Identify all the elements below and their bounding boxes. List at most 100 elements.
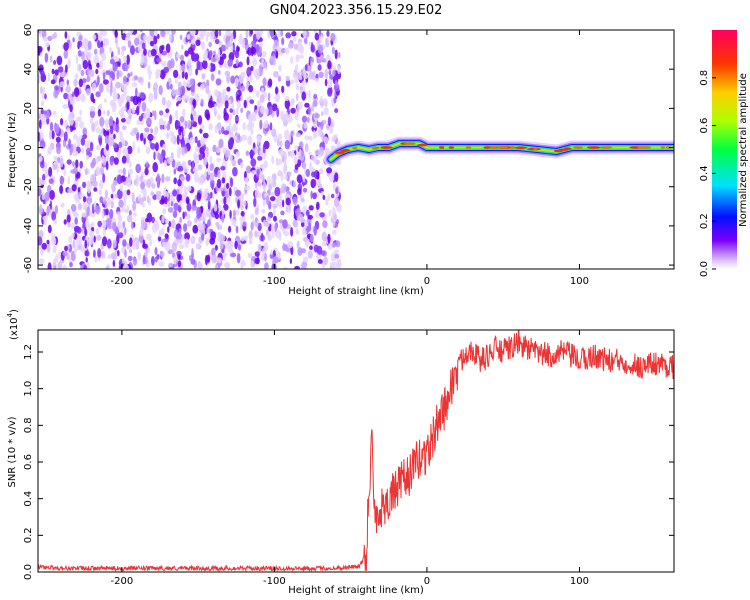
noise-speckle — [148, 51, 151, 57]
noise-speckle — [247, 135, 253, 146]
noise-speckle — [260, 232, 264, 242]
snr-x-axis-label: Height of straight line (km) — [288, 585, 424, 596]
noise-speckle — [171, 242, 177, 252]
noise-speckle — [186, 202, 192, 212]
noise-speckle — [303, 37, 308, 44]
noise-speckle — [158, 261, 165, 267]
noise-speckle — [298, 54, 304, 59]
noise-speckle — [294, 145, 299, 151]
noise-speckle — [39, 70, 45, 76]
noise-speckle — [313, 93, 318, 100]
noise-speckle — [143, 136, 146, 145]
noise-speckle — [202, 59, 208, 70]
noise-speckle — [88, 55, 91, 61]
noise-speckle — [98, 32, 103, 43]
noise-speckle — [208, 122, 213, 131]
noise-speckle — [87, 69, 93, 76]
noise-speckle — [138, 233, 144, 244]
noise-speckle — [223, 262, 230, 268]
noise-speckle — [110, 194, 114, 199]
noise-speckle — [248, 230, 253, 239]
noise-speckle — [223, 196, 227, 205]
noise-speckle — [122, 75, 127, 84]
noise-speckle — [278, 75, 281, 82]
noise-speckle — [183, 94, 188, 103]
noise-speckle — [119, 131, 123, 140]
noise-speckle — [121, 45, 127, 52]
noise-speckle — [209, 50, 213, 57]
noise-speckle — [183, 80, 186, 88]
noise-speckle — [194, 93, 200, 103]
colorbar-label: Normalized spectral amplitude — [738, 73, 749, 227]
noise-speckle — [48, 178, 54, 184]
noise-speckle — [314, 149, 321, 156]
noise-speckle — [218, 30, 222, 37]
noise-speckle — [66, 127, 71, 134]
noise-speckle — [95, 144, 102, 151]
noise-speckle — [277, 133, 283, 140]
noise-speckle — [126, 54, 130, 65]
noise-speckle — [102, 219, 107, 230]
noise-speckle — [124, 264, 130, 269]
noise-speckle — [308, 70, 313, 80]
noise-speckle — [249, 42, 252, 49]
noise-speckle — [240, 262, 244, 269]
noise-speckle — [302, 187, 308, 193]
noise-speckle — [191, 160, 195, 170]
snr-background — [38, 330, 674, 572]
noise-speckle — [262, 143, 266, 154]
noise-speckle — [135, 87, 138, 98]
snr-x-tick-label: 100 — [570, 576, 589, 587]
noise-speckle — [225, 150, 228, 161]
noise-speckle — [190, 113, 193, 121]
noise-speckle — [87, 40, 92, 51]
spectrogram-y-tick-label: -40 — [23, 218, 34, 234]
noise-speckle — [139, 132, 144, 142]
noise-speckle — [271, 103, 278, 112]
noise-speckle — [301, 91, 307, 101]
noise-speckle — [233, 209, 236, 219]
noise-speckle — [200, 136, 206, 146]
noise-speckle — [73, 134, 78, 140]
noise-speckle — [239, 216, 244, 222]
noise-speckle — [165, 132, 169, 138]
noise-speckle — [277, 169, 283, 177]
noise-speckle — [302, 173, 306, 183]
noise-speckle — [157, 236, 162, 242]
noise-speckle — [243, 99, 247, 109]
noise-speckle — [139, 175, 144, 183]
noise-speckle — [325, 199, 329, 206]
noise-speckle — [164, 30, 171, 35]
snr-multiplier-exponent: 4 — [6, 312, 14, 317]
noise-speckle — [333, 83, 340, 92]
noise-speckle — [79, 109, 82, 116]
noise-speckle — [41, 192, 45, 201]
noise-speckle — [144, 127, 150, 133]
noise-speckle — [150, 128, 154, 134]
noise-speckle — [42, 215, 48, 221]
noise-speckle — [190, 236, 196, 245]
noise-speckle — [101, 155, 105, 164]
noise-speckle — [152, 194, 158, 200]
noise-speckle — [336, 258, 342, 269]
noise-speckle — [215, 78, 222, 86]
noise-speckle — [265, 221, 270, 228]
noise-speckle — [179, 34, 183, 40]
noise-speckle — [59, 157, 64, 168]
noise-speckle — [235, 189, 241, 197]
noise-speckle — [209, 155, 213, 164]
noise-speckle — [163, 66, 170, 74]
noise-speckle — [53, 155, 58, 161]
noise-speckle — [151, 183, 156, 189]
noise-speckle — [284, 98, 290, 110]
noise-speckle — [62, 264, 67, 269]
noise-speckle — [283, 231, 290, 237]
noise-speckle — [316, 59, 322, 64]
noise-speckle — [327, 194, 331, 202]
noise-speckle — [261, 177, 266, 183]
noise-speckle — [83, 82, 86, 91]
noise-speckle — [116, 189, 123, 200]
noise-speckle — [171, 30, 176, 35]
noise-speckle — [139, 229, 144, 237]
noise-speckle — [258, 41, 264, 47]
